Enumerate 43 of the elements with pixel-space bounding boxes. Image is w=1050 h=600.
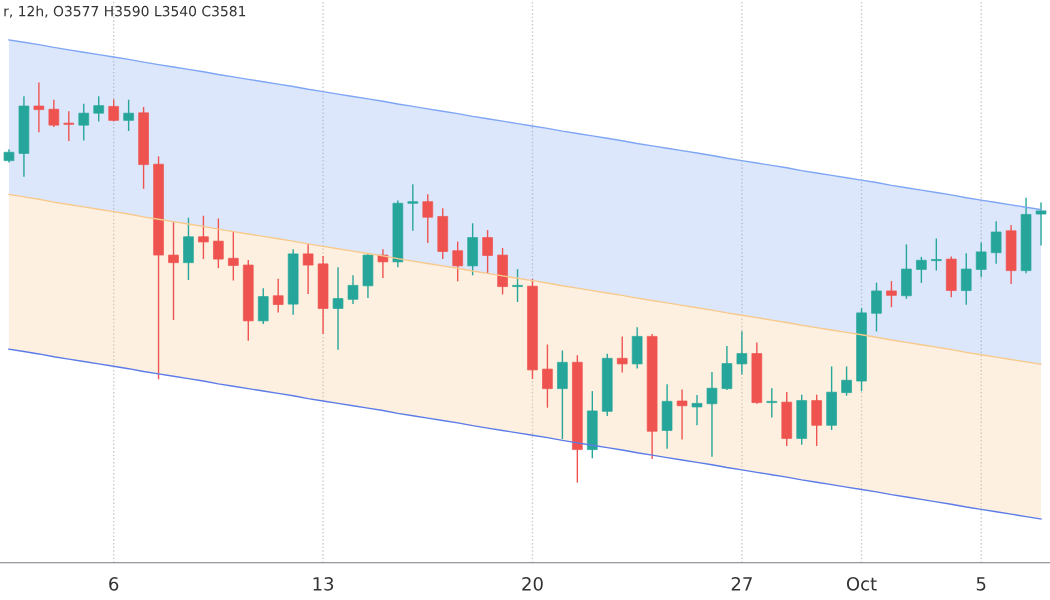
- candlestick: [168, 222, 179, 320]
- x-tick-label: 5: [976, 577, 986, 591]
- candlestick: [302, 243, 314, 295]
- candlestick: [886, 281, 897, 308]
- candlestick: [706, 371, 718, 457]
- candlestick: [407, 184, 419, 231]
- candlestick: [871, 282, 882, 332]
- candlestick: [78, 103, 90, 141]
- candlestick: [93, 96, 104, 122]
- candlestick: [841, 366, 852, 396]
- candlestick: [916, 256, 927, 283]
- x-tick-label: Oct: [846, 577, 877, 591]
- candlestick: [422, 194, 434, 244]
- candlestick: [482, 230, 493, 274]
- candlestick: [108, 99, 119, 122]
- candlestick: [975, 242, 987, 278]
- candlestick: [542, 344, 553, 408]
- candlestick: [1035, 202, 1047, 246]
- candlestick: [272, 278, 284, 313]
- candlestick: [736, 331, 748, 375]
- candlestick: [213, 218, 224, 269]
- candlestick: [452, 241, 463, 282]
- candlestick: [332, 267, 344, 350]
- candlestick: [766, 388, 778, 418]
- candlestick: [33, 82, 45, 133]
- candlestick: [347, 275, 359, 305]
- x-tick-label: 27: [731, 577, 752, 591]
- chart-title: r, 12h, O3577 H3590 L3540 C3581: [4, 5, 246, 18]
- candlestick: [616, 336, 628, 373]
- candlestick: [512, 269, 523, 303]
- candlestick: [198, 215, 209, 259]
- candlestick: [48, 99, 60, 128]
- candlestick: [931, 238, 942, 271]
- candlestick: [990, 221, 1002, 264]
- x-tick-label: 20: [522, 577, 543, 591]
- x-tick-label: 13: [313, 577, 334, 591]
- candlestick: [228, 231, 239, 281]
- candlestick: [63, 111, 75, 141]
- candlestick: [676, 389, 688, 440]
- candlestick: [123, 99, 134, 132]
- x-tick-label: 6: [109, 577, 119, 591]
- candlestick: [691, 395, 703, 426]
- candlestick: [960, 253, 972, 305]
